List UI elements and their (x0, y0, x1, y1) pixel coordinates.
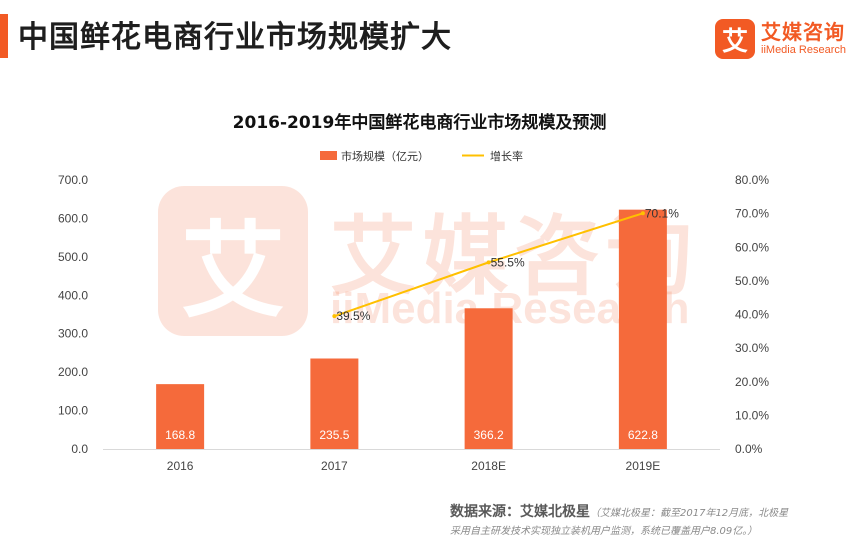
bar (464, 308, 513, 449)
growth-rate-line (334, 212, 644, 318)
title-accent-bar (0, 14, 8, 58)
growth-rate-point (640, 211, 645, 216)
y-right-tick-label: 10.0% (735, 408, 769, 422)
growth-rate-label: 39.5% (336, 309, 370, 323)
y-right-tick-label: 40.0% (735, 308, 769, 322)
bar-value-label: 235.5 (319, 428, 349, 442)
y-left-tick-label: 0.0 (71, 442, 88, 456)
y-left-tick-label: 700.0 (58, 173, 88, 187)
chart-title: 2016-2019年中国鲜花电商行业市场规模及预测 (233, 112, 607, 133)
source-label: 数据来源：艾媒北极星 (450, 504, 590, 520)
bar-value-label: 366.2 (474, 428, 504, 442)
growth-rate-point (486, 260, 491, 265)
legend-label-bar: 市场规模（亿元） (341, 149, 429, 163)
y-left-tick-label: 400.0 (58, 288, 88, 302)
y-right-tick-label: 20.0% (735, 375, 769, 389)
y-left-tick-label: 500.0 (58, 250, 88, 264)
y-left-tick-label: 200.0 (58, 365, 88, 379)
y-right-tick-label: 80.0% (735, 173, 769, 187)
legend-swatch-bar (320, 151, 337, 160)
x-tick-label: 2016 (167, 459, 194, 473)
y-right-tick-label: 0.0% (735, 442, 763, 456)
y-left-tick-label: 600.0 (58, 211, 88, 225)
brand-logo: 艾 艾媒咨询 iiMedia Research (715, 16, 846, 62)
y-left-tick-label: 300.0 (58, 327, 88, 341)
bar-value-label: 168.8 (165, 428, 195, 442)
y-right-tick-label: 30.0% (735, 341, 769, 355)
legend-label-line: 增长率 (490, 149, 523, 163)
data-source: 数据来源：艾媒北极星（艾媒北极星：截至2017年12月底，北极星 采用自主研发技… (450, 504, 860, 540)
brand-name-en: iiMedia Research (761, 44, 846, 56)
bar (618, 209, 667, 449)
x-tick-label: 2019E (626, 459, 661, 473)
source-note-line2: 采用自主研发技术实现独立装机用户监测，系统已覆盖用户8.09亿。） (450, 526, 758, 537)
x-tick-label: 2018E (471, 459, 506, 473)
brand-mark-icon: 艾 (715, 19, 756, 59)
y-left-tick-label: 100.0 (58, 404, 88, 418)
bar-value-label: 622.8 (628, 428, 658, 442)
x-tick-label: 2017 (321, 459, 348, 473)
y-right-tick-label: 70.0% (735, 207, 769, 221)
brand-name-cn: 艾媒咨询 (761, 20, 846, 44)
page-title: 中国鲜花电商行业市场规模扩大 (18, 20, 452, 55)
bar (310, 358, 359, 449)
source-note-line1: （艾媒北极星：截至2017年12月底，北极星 (590, 508, 789, 519)
bar (156, 384, 205, 449)
growth-rate-label: 70.1% (645, 206, 679, 220)
y-right-tick-label: 60.0% (735, 240, 769, 254)
growth-rate-label: 55.5% (491, 255, 525, 269)
y-right-tick-label: 50.0% (735, 274, 769, 288)
growth-rate-point (332, 314, 337, 319)
